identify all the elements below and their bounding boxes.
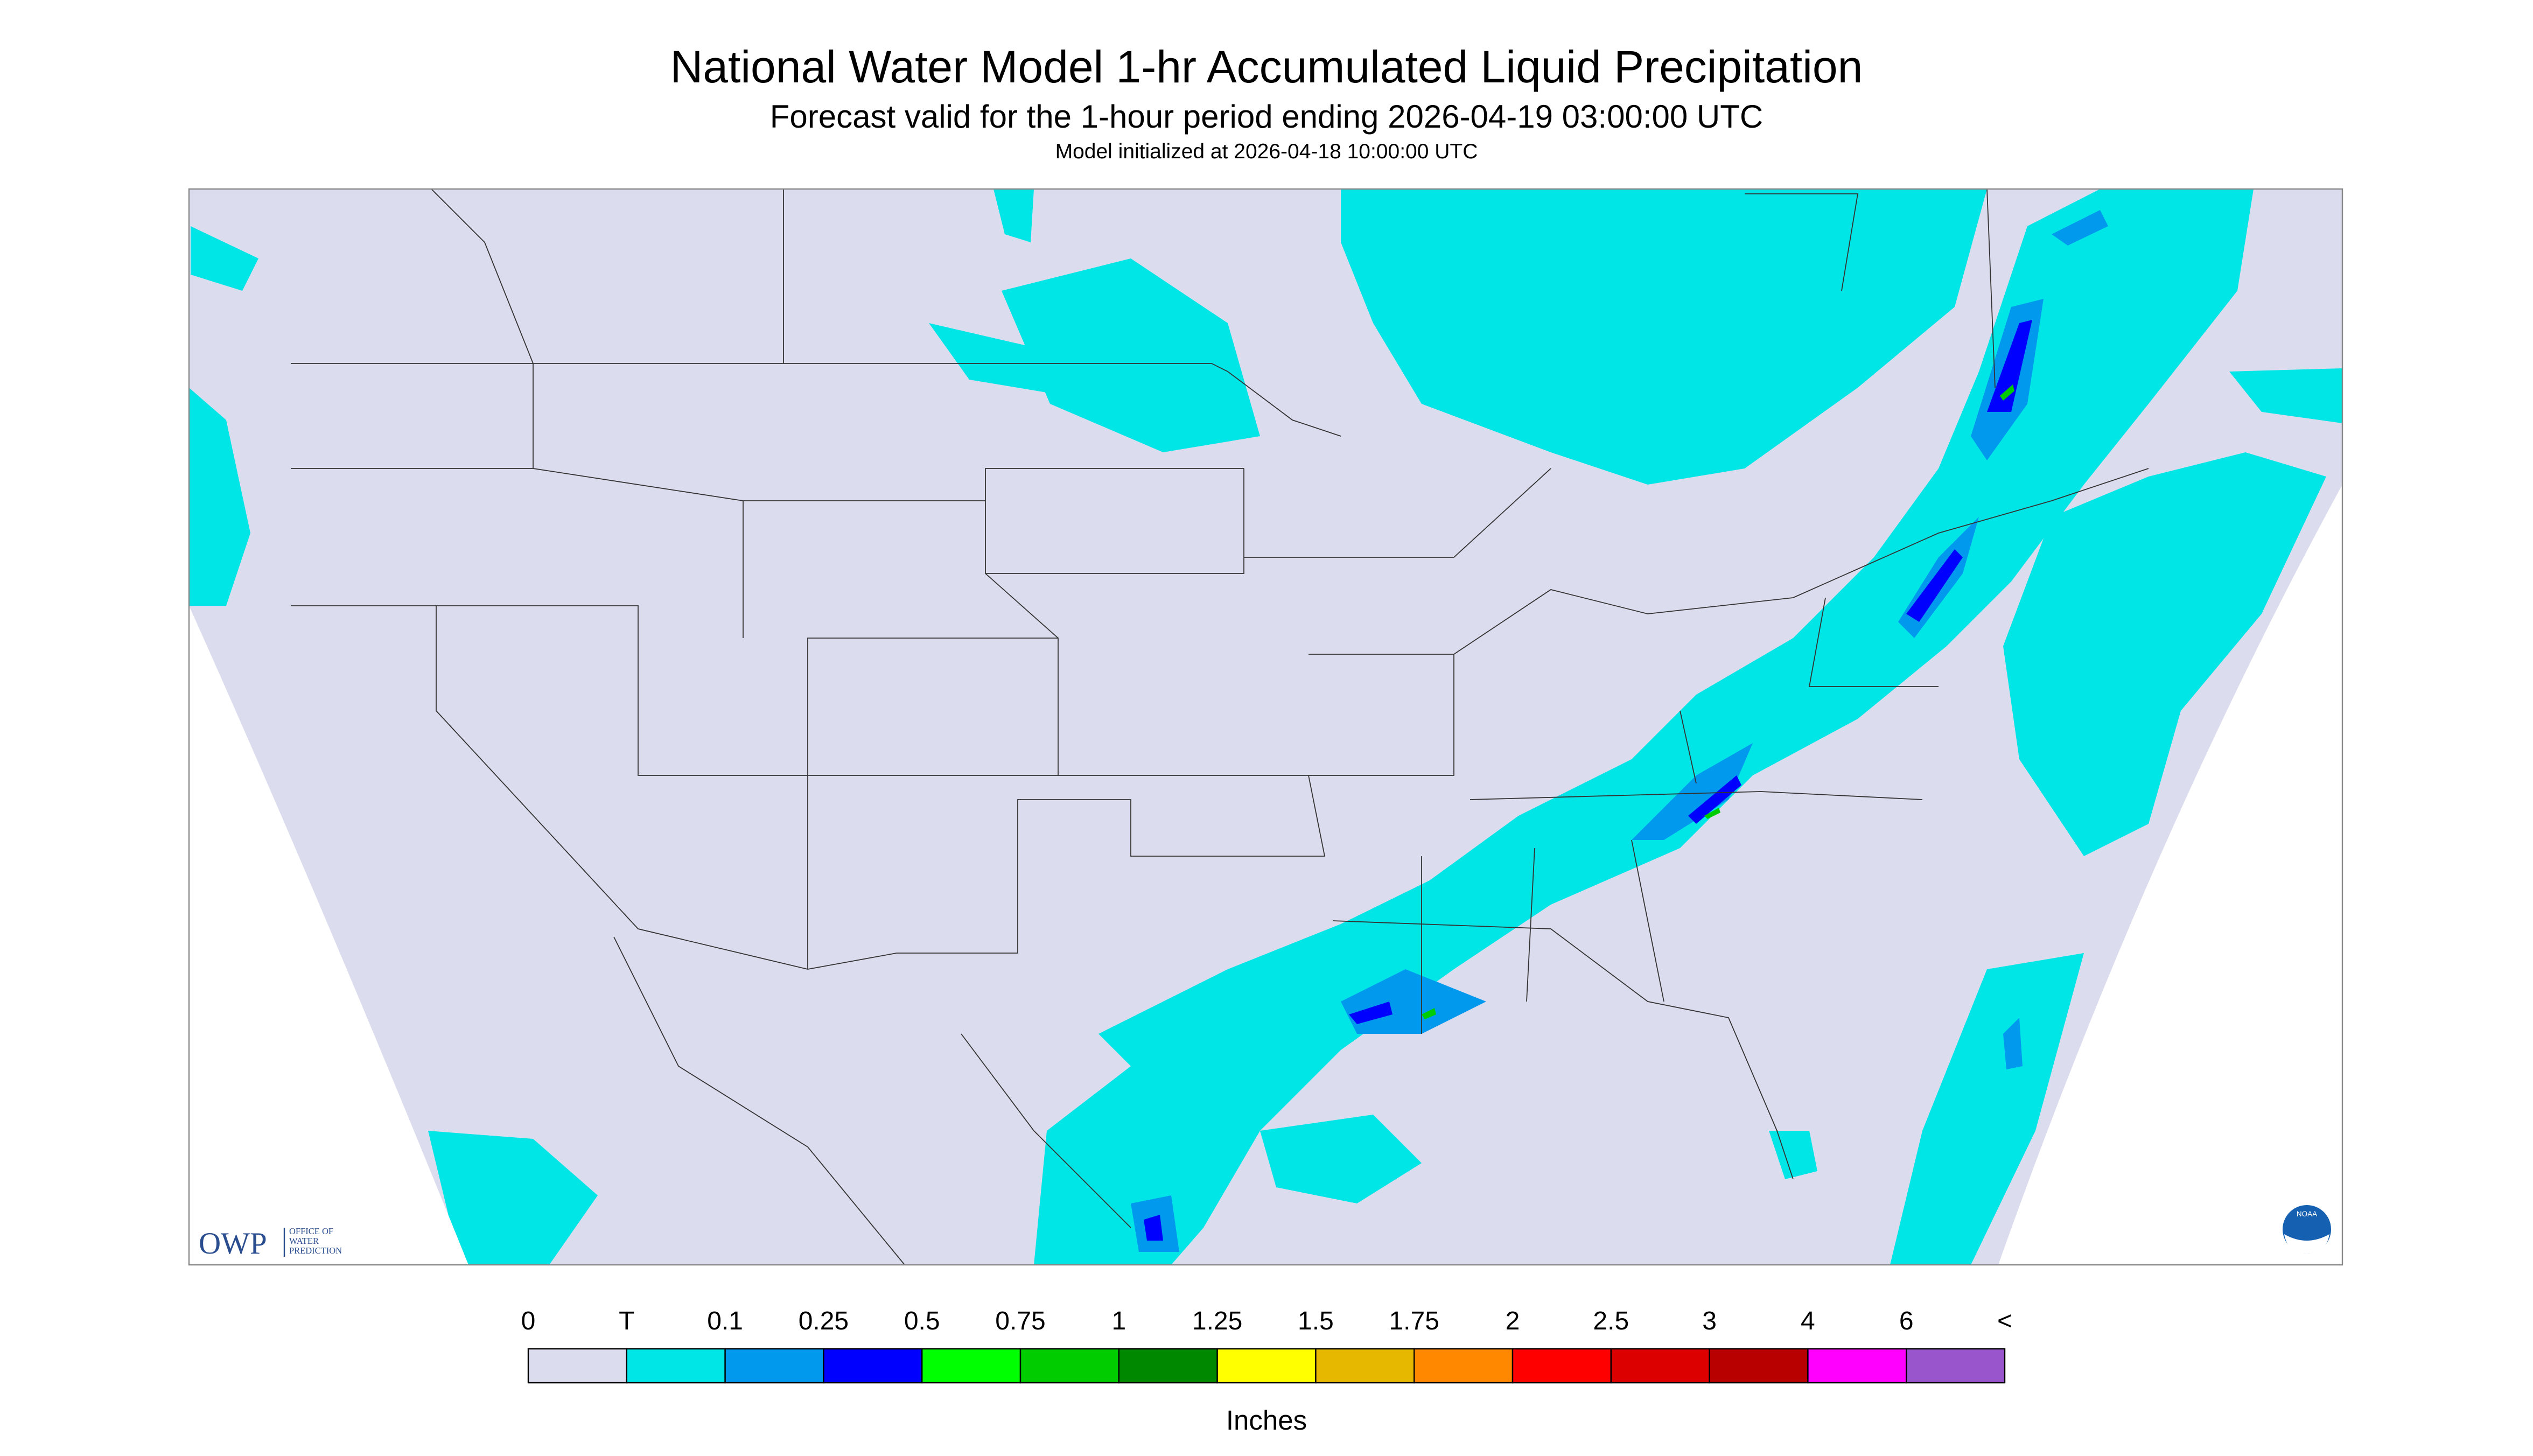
legend-swatch — [1807, 1348, 1907, 1384]
legend-label: 2.5 — [1593, 1307, 1629, 1335]
logo-line: PREDICTION — [289, 1245, 342, 1256]
legend-label: 1.75 — [1389, 1307, 1439, 1335]
logo-line: WATER — [289, 1236, 319, 1246]
legend-label: 1.5 — [1298, 1307, 1334, 1335]
map-frame — [188, 188, 2343, 1266]
precip-heavy — [1422, 384, 2014, 1020]
legend-swatch — [1610, 1348, 1710, 1384]
legend-label: 2 — [1506, 1307, 1520, 1335]
init-note: Model initialized at 2026-04-18 10:00:00… — [1055, 140, 1478, 163]
legend-swatch — [1512, 1348, 1612, 1384]
legend-label: 0.5 — [904, 1307, 940, 1335]
legend-swatch — [921, 1348, 1021, 1384]
legend-swatch — [1019, 1348, 1120, 1384]
legend: 0 T 0.1 0.25 0.5 0.75 1 1.25 1.5 1.75 2 2.5 3 4 6 < — [521, 1307, 2012, 1384]
legend-label: 1.25 — [1192, 1307, 1242, 1335]
legend-swatch — [1709, 1348, 1809, 1384]
map: OWP OFFICE OF WATER PREDICTION NOAA — [188, 188, 2343, 1266]
precip-moderate — [1144, 320, 2032, 1241]
badge-text: NOAA — [2297, 1210, 2317, 1218]
legend-swatch — [527, 1348, 628, 1384]
legend-label: 4 — [1801, 1307, 1815, 1335]
title: National Water Model 1-hr Accumulated Li… — [670, 41, 1863, 92]
legend-unit: Inches — [1226, 1405, 1307, 1436]
boundaries — [291, 189, 2149, 1265]
legend-swatch — [1905, 1348, 2006, 1384]
legend-swatch — [626, 1348, 726, 1384]
legend-swatch — [1216, 1348, 1317, 1384]
legend-label: 0.1 — [707, 1307, 743, 1335]
legend-swatch — [1414, 1348, 1514, 1384]
subtitle: Forecast valid for the 1-hour period end… — [770, 99, 1763, 135]
legend-label: 3 — [1702, 1307, 1717, 1335]
outside-domain — [189, 606, 468, 1265]
legend-label: < — [1997, 1307, 2012, 1335]
legend-swatch — [724, 1348, 824, 1384]
logo-text: OWP — [199, 1227, 267, 1261]
logo-line: OFFICE OF — [289, 1226, 333, 1236]
legend-swatch — [823, 1348, 923, 1384]
legend-label: 0.25 — [799, 1307, 849, 1335]
legend-swatch — [1315, 1348, 1415, 1384]
outside-domain — [1998, 485, 2342, 1265]
legend-swatch — [1118, 1348, 1218, 1384]
precip-trace — [189, 189, 2342, 1265]
legend-label: T — [619, 1307, 634, 1335]
legend-label: 1 — [1111, 1307, 1126, 1335]
legend-label: 6 — [1899, 1307, 1914, 1335]
legend-label: 0 — [521, 1307, 536, 1335]
legend-label: 0.75 — [995, 1307, 1045, 1335]
